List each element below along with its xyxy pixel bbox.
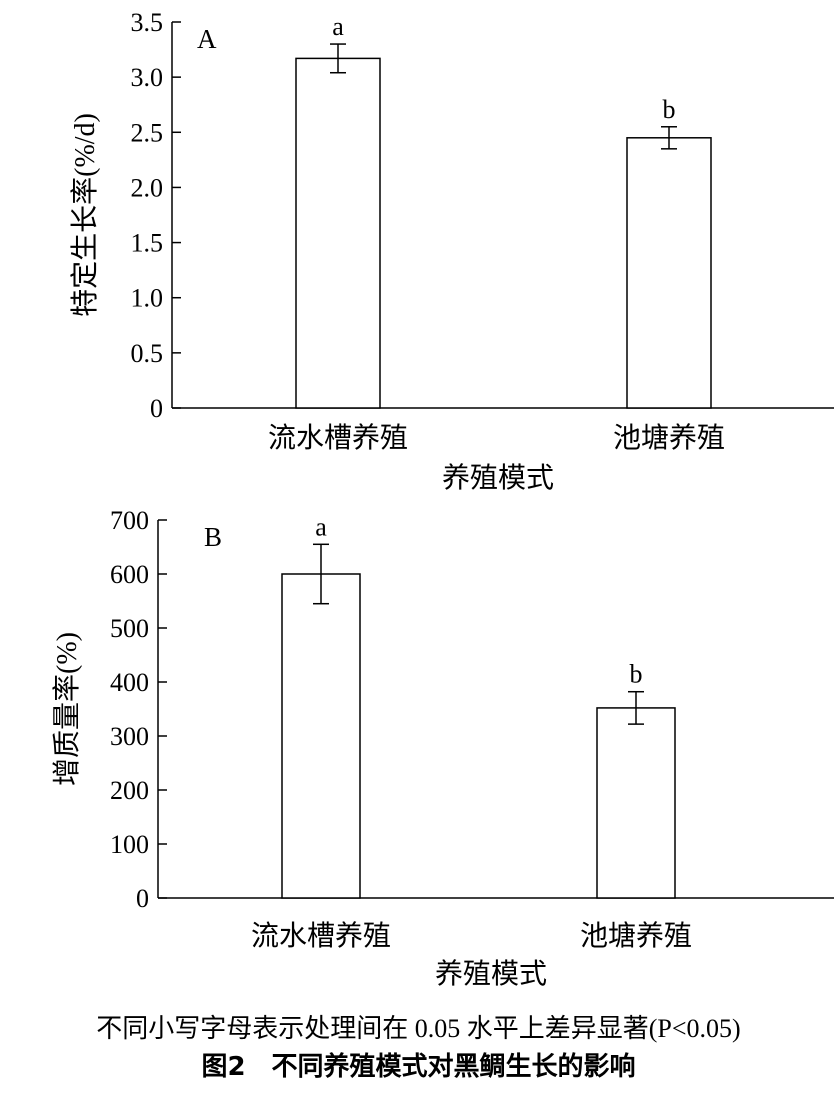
panel-a-ytick-label: 3.5 xyxy=(131,8,164,37)
panel-b-significance-letter: a xyxy=(315,512,327,541)
panel-b-ytick-label: 700 xyxy=(110,506,149,535)
panel-b-ytick-label: 100 xyxy=(110,830,149,859)
panel-a-bar xyxy=(295,57,381,409)
panel-b-bar xyxy=(281,573,361,899)
panel-b-x-axis-title: 养殖模式 xyxy=(435,958,547,990)
panel-a-significance-letter: a xyxy=(332,12,344,41)
significance-note: 不同小写字母表示处理间在 0.05 水平上差异显著(P<0.05) xyxy=(96,1014,741,1043)
panel-a-category-label: 流水槽养殖 xyxy=(268,422,408,454)
panel-b-ytick-label: 300 xyxy=(110,722,149,751)
panel-b-ytick-label: 600 xyxy=(110,560,149,589)
panel-b-bar xyxy=(596,707,676,899)
panel-a-category-label: 池塘养殖 xyxy=(613,422,725,454)
panel-a-x-axis-title: 养殖模式 xyxy=(442,462,554,494)
panel-a-ytick-label: 2.0 xyxy=(131,173,164,202)
panel-a-ytick-label: 1.0 xyxy=(131,284,164,313)
panel-b-significance-letter: b xyxy=(630,660,643,689)
panel-a-panel-label: A xyxy=(197,24,217,54)
panel-a-bar xyxy=(626,137,712,409)
panel-b-ytick-label: 500 xyxy=(110,614,149,643)
panel-b-ytick-label: 200 xyxy=(110,776,149,805)
panel-a-ytick-label: 3.0 xyxy=(131,63,164,92)
panel-a-y-axis-title: 特定生长率(%/d) xyxy=(69,113,101,317)
panel-a-significance-letter: b xyxy=(663,95,676,124)
panel-b-ytick-label: 400 xyxy=(110,668,149,697)
panel-a-ytick-label: 0.5 xyxy=(131,339,164,368)
panel-a-ytick-label: 2.5 xyxy=(131,118,164,147)
figure-svg: 0 0.5 1.0 1.5 2.0 2.5 3.0 3.5 a 流水槽养殖 b 池塘养殖 A 养殖模式 特定… xyxy=(51,8,834,990)
panel-a-ytick-label: 0 xyxy=(150,394,163,423)
panel-b-category-label: 流水槽养殖 xyxy=(251,920,391,952)
panel-b-panel-label: B xyxy=(204,522,222,552)
panel-b-ytick-label: 0 xyxy=(136,884,149,913)
figure-caption: 图2 不同养殖模式对黑鲷生长的影响 xyxy=(201,1052,636,1082)
panel-b-y-axis-title: 增质量率(%) xyxy=(51,632,83,786)
panel-a-ytick-label: 1.5 xyxy=(131,229,164,258)
panel-b-category-label: 池塘养殖 xyxy=(580,920,692,952)
